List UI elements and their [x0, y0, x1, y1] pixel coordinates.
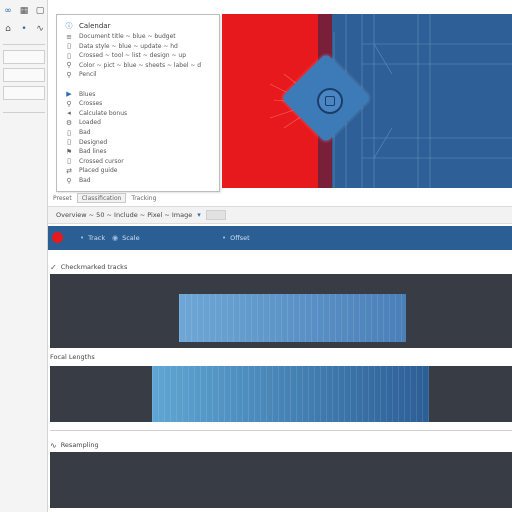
list-item-label: Pencil: [79, 71, 97, 79]
list-item-label: Placed guide: [79, 167, 118, 175]
pin-icon: ⚲: [66, 176, 72, 185]
list-panel-title: ⓘ Calendar: [65, 21, 111, 30]
doc-icon: ▯: [67, 138, 71, 147]
image-preview[interactable]: [222, 14, 512, 188]
grid-icon[interactable]: ▦: [19, 6, 29, 16]
dot-icon: •: [80, 233, 85, 242]
tab-preset[interactable]: Preset: [53, 194, 72, 202]
media-clip[interactable]: [151, 366, 429, 422]
track-label: ✓ Checkmarked tracks: [50, 262, 128, 272]
track-label: Focal Lengths: [50, 353, 95, 361]
list-item[interactable]: ⚲ Color ~ pict ~ blue ~ sheets ~ label ~ …: [65, 61, 213, 70]
dot-icon: •: [222, 233, 227, 242]
track-lane[interactable]: [50, 274, 512, 348]
list-item-label: Blues: [79, 90, 96, 98]
tag-icon[interactable]: ⌂: [5, 24, 11, 34]
list-item-label: Crossed cursor: [79, 157, 124, 165]
media-clip[interactable]: [179, 294, 406, 342]
list-item[interactable]: ⚑ Bad lines: [65, 147, 213, 156]
list-item-label: Color ~ pict ~ blue ~ sheets ~ label ~ d: [79, 61, 202, 69]
track-label: ∿ Resampling: [50, 440, 99, 450]
list-item[interactable]: ▯ Crossed ~ tool ~ list ~ design ~ up: [65, 51, 213, 60]
tab-tracking[interactable]: Tracking: [131, 194, 157, 202]
list-item[interactable]: ⚙ Loaded: [65, 118, 213, 127]
header-item-offset[interactable]: • Offset: [222, 233, 250, 242]
tab-bar: Preset Classification Tracking: [48, 192, 512, 204]
toolstrip-slot[interactable]: [3, 86, 45, 100]
list-item-label: Crossed ~ tool ~ list ~ design ~ up: [79, 52, 187, 60]
doc-icon: ▯: [67, 51, 71, 60]
list-item[interactable]: ▯ Designed: [65, 138, 213, 147]
list-item[interactable]: ⚲ Bad: [65, 176, 213, 185]
options-toolbar-text[interactable]: Overview ~ 50 ~ Include ~ Pixel ~ Image: [56, 211, 193, 219]
doc-icon: ▯: [67, 128, 71, 137]
list-item[interactable]: ▯ Bad: [65, 128, 213, 137]
track-lane[interactable]: [50, 366, 512, 422]
pin-icon: ⚲: [66, 61, 72, 70]
list-item-label: Data style ~ blue ~ update ~ hd: [79, 42, 178, 50]
list-item[interactable]: ≡ Document title ~ blue ~ budget: [65, 32, 213, 41]
speaker-icon: ◂: [67, 109, 71, 118]
doc-icon: ▯: [67, 42, 71, 51]
toolstrip-divider: [3, 112, 45, 113]
header-item-track[interactable]: • Track: [80, 233, 106, 242]
record-button[interactable]: [52, 232, 63, 243]
list-item-label: Loaded: [79, 119, 101, 127]
list-item-label: Designed: [79, 138, 108, 146]
layer-list-panel: ⓘ Calendar ≡ Document title ~ blue ~ budg…: [56, 14, 220, 192]
list-item[interactable]: ◂ Calculate bonus: [65, 109, 213, 118]
list-icon: ≡: [66, 32, 72, 41]
tab-classification[interactable]: Classification: [76, 193, 127, 203]
wave-icon: ∿: [50, 440, 57, 450]
list-item[interactable]: ▯ Crossed cursor: [65, 157, 213, 166]
toolstrip-divider: [3, 44, 45, 45]
list-item[interactable]: ▯ Data style ~ blue ~ update ~ hd: [65, 42, 213, 51]
play-icon: ▶: [66, 90, 72, 99]
doc-icon: ▯: [67, 157, 71, 166]
dot-icon[interactable]: •: [21, 24, 27, 34]
header-item-scale[interactable]: ◉ Scale: [112, 233, 140, 242]
link-icon[interactable]: ∞: [4, 6, 12, 16]
track-lane[interactable]: [50, 452, 512, 508]
list-item-label: Bad: [79, 129, 91, 136]
list-item-label: Calculate bonus: [79, 109, 128, 117]
shuffle-icon: ⇄: [66, 166, 72, 175]
list-item-label: Crosses: [79, 100, 103, 108]
gear-icon: ⚙: [65, 118, 73, 127]
options-toolbar: Overview ~ 50 ~ Include ~ Pixel ~ Image …: [48, 206, 512, 224]
preview-core-icon: [325, 96, 335, 106]
list-item-label: Bad: [79, 177, 91, 184]
flag-icon: ⚑: [65, 147, 73, 156]
list-item-label: Bad lines: [79, 148, 107, 156]
list-item[interactable]: [65, 80, 213, 89]
left-toolstrip: ∞ ▦ ▢ ⌂ • ∿: [0, 0, 48, 512]
list-item-label: Document title ~ blue ~ budget: [79, 33, 176, 40]
toolstrip-slot[interactable]: [3, 50, 45, 64]
list-item[interactable]: ⚲ Crosses: [65, 99, 213, 108]
target-icon: ◉: [112, 233, 119, 242]
info-icon: ⓘ: [65, 21, 73, 30]
preview-ring-icon: [317, 88, 343, 114]
list-item[interactable]: ⚲ Pencil: [65, 70, 213, 79]
pin-icon: ⚲: [66, 99, 72, 108]
pin-icon: ⚲: [66, 70, 72, 79]
track-divider: [50, 430, 512, 431]
list-item[interactable]: ▶ Blues: [65, 90, 213, 99]
box-icon[interactable]: ▢: [35, 6, 45, 16]
chevron-down-icon[interactable]: ▾: [197, 211, 201, 219]
check-icon[interactable]: ✓: [50, 262, 57, 272]
curve-icon[interactable]: ∿: [36, 24, 44, 34]
timeline-header: [48, 226, 512, 250]
list-item[interactable]: ⇄ Placed guide: [65, 166, 213, 175]
options-toolbar-field[interactable]: [205, 210, 226, 220]
toolstrip-slot[interactable]: [3, 68, 45, 82]
